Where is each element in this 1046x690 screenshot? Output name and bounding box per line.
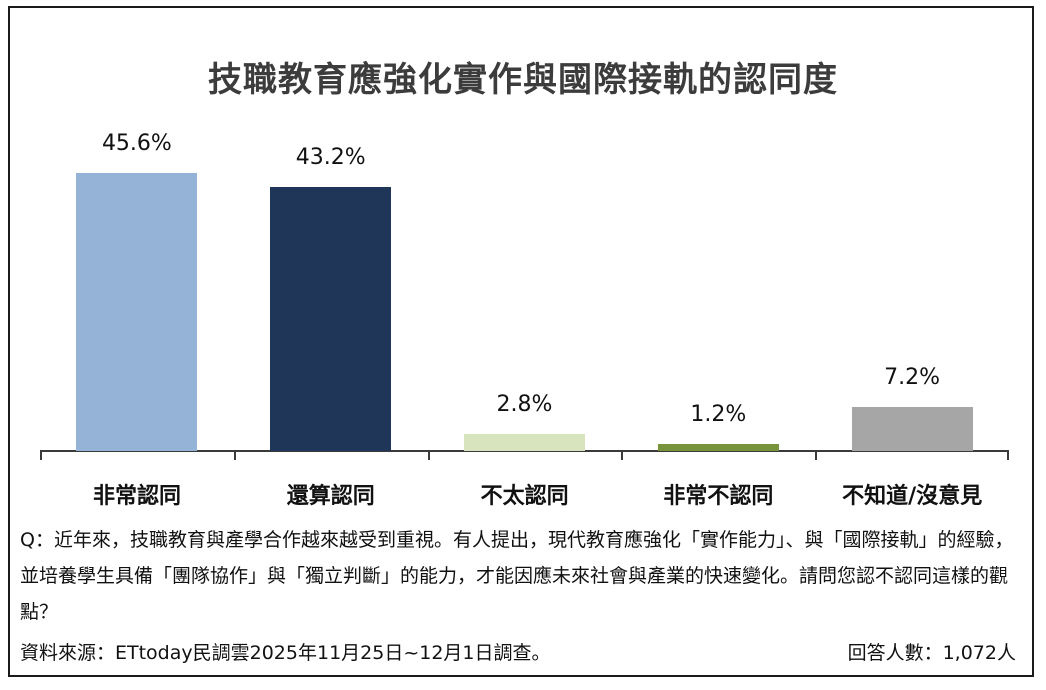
- category-label: 非常認同: [92, 484, 181, 509]
- x-axis-line: [40, 450, 1009, 452]
- bar: [76, 172, 198, 451]
- bar-value-label: 2.8%: [496, 391, 553, 417]
- respondent-count: 回答人數：1,072人: [847, 642, 1016, 664]
- data-source: 資料來源：ETtoday民調雲2025年11月25日~12月1日調查。: [20, 642, 551, 664]
- bar-value-label: 7.2%: [884, 365, 941, 391]
- bar-value-label: 45.6%: [101, 130, 172, 156]
- bar-value-label: 43.2%: [295, 145, 366, 171]
- bar: [464, 433, 585, 451]
- bar-plot-area: 45.6% 非常認同 43.2% 還算認同 2.8% 不太認同 1.2% 非常不認同 7.2% 不…: [40, 130, 1009, 509]
- category-label: 不太認同: [480, 484, 569, 509]
- x-axis-tick: [815, 450, 818, 460]
- bar: [851, 407, 973, 451]
- footer: 資料來源：ETtoday民調雲2025年11月25日~12月1日調查。 回答人數…: [20, 638, 1016, 665]
- category-label: 不知道/沒意見: [842, 484, 983, 509]
- x-axis-tick: [621, 450, 624, 460]
- bar-value-label: 1.2%: [690, 401, 747, 427]
- chart-title: 技職教育應強化實作與國際接軌的認同度: [208, 60, 838, 100]
- bar: [657, 443, 779, 451]
- category-label: 非常不認同: [663, 484, 774, 509]
- x-axis-tick: [233, 450, 236, 460]
- category-label: 還算認同: [286, 484, 375, 509]
- x-axis-tick: [40, 450, 42, 460]
- survey-question: Q：近年來，技職教育與產學合作越來越受到重視。有人提出，現代教育應強化「實作能力…: [20, 529, 1014, 623]
- x-axis-tick: [427, 450, 430, 460]
- bar: [270, 187, 392, 451]
- x-axis-tick: [1007, 450, 1009, 460]
